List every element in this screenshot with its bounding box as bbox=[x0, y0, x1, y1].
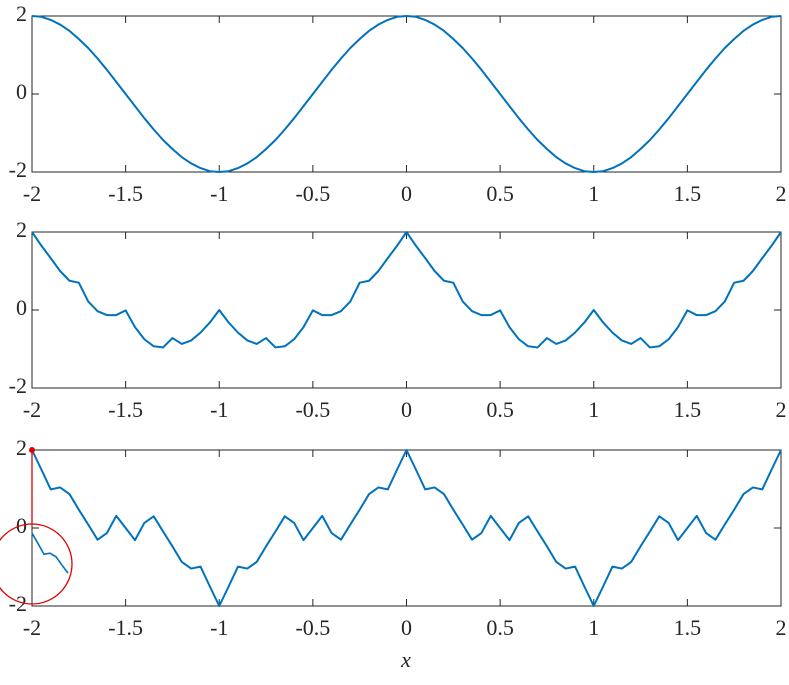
y-tick-label: 0 bbox=[16, 295, 27, 320]
y-tick-label: -2 bbox=[9, 591, 27, 616]
y-tick-label: 2 bbox=[16, 1, 27, 26]
x-tick-label: -1 bbox=[210, 397, 228, 422]
data-line bbox=[31, 449, 782, 607]
x-tick-label: 0.5 bbox=[486, 615, 514, 640]
x-tick-label: -2 bbox=[23, 397, 41, 422]
x-tick-label: -2 bbox=[23, 181, 41, 206]
peak-marker bbox=[29, 447, 35, 453]
y-tick-label: -2 bbox=[9, 157, 27, 182]
y-tick-label: 2 bbox=[16, 435, 27, 460]
x-tick-label: 0 bbox=[401, 181, 412, 206]
x-tick-label: 0.5 bbox=[486, 181, 514, 206]
axes-box bbox=[31, 231, 782, 389]
x-tick-label: -0.5 bbox=[295, 181, 330, 206]
x-tick-label: 2 bbox=[776, 181, 787, 206]
axes-box bbox=[31, 15, 782, 173]
x-tick-label: 1.5 bbox=[674, 181, 702, 206]
y-tick-label: -2 bbox=[9, 373, 27, 398]
x-tick-label: 0 bbox=[401, 397, 412, 422]
y-tick-label: 2 bbox=[16, 217, 27, 242]
x-tick-label: -0.5 bbox=[295, 615, 330, 640]
x-tick-label: 1 bbox=[588, 615, 599, 640]
x-tick-label: 0 bbox=[401, 615, 412, 640]
inset-circle bbox=[0, 523, 73, 605]
x-tick-label: -2 bbox=[23, 615, 41, 640]
x-tick-label: 1.5 bbox=[674, 615, 702, 640]
inset-line bbox=[31, 532, 69, 574]
x-tick-label: 1 bbox=[588, 181, 599, 206]
x-tick-label: 2 bbox=[776, 397, 787, 422]
x-tick-label: -1.5 bbox=[108, 397, 143, 422]
x-tick-label: -0.5 bbox=[295, 397, 330, 422]
data-line bbox=[31, 231, 782, 349]
x-tick-label: 0.5 bbox=[486, 397, 514, 422]
x-tick-label: -1.5 bbox=[108, 615, 143, 640]
data-line bbox=[31, 15, 782, 173]
y-tick-label: 0 bbox=[16, 79, 27, 104]
x-tick-label: 2 bbox=[776, 615, 787, 640]
axes-box bbox=[31, 449, 782, 607]
x-tick-label: 1.5 bbox=[674, 397, 702, 422]
x-tick-label: -1 bbox=[210, 615, 228, 640]
x-axis-label: x bbox=[400, 647, 411, 672]
x-tick-label: 1 bbox=[588, 397, 599, 422]
x-tick-label: -1 bbox=[210, 181, 228, 206]
x-tick-label: -1.5 bbox=[108, 181, 143, 206]
